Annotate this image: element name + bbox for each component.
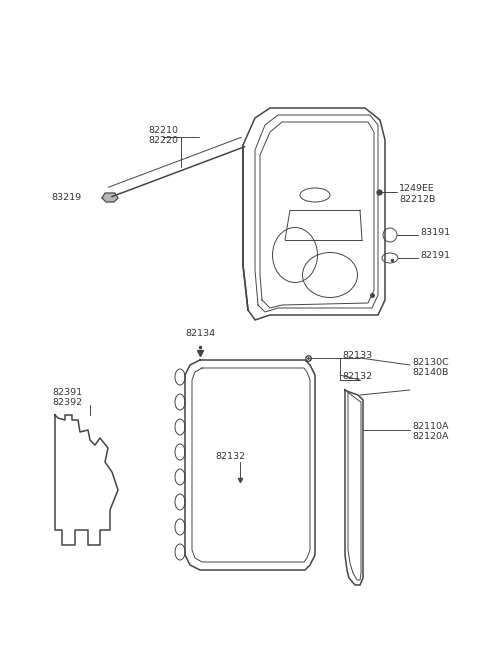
Text: 1249EE: 1249EE bbox=[399, 184, 435, 193]
Text: 83191: 83191 bbox=[420, 228, 450, 237]
Text: 82212B: 82212B bbox=[399, 195, 435, 204]
Text: 82140B: 82140B bbox=[412, 368, 448, 377]
Text: 82130C: 82130C bbox=[412, 358, 449, 367]
Text: 82110A: 82110A bbox=[412, 422, 448, 431]
Text: 82191: 82191 bbox=[420, 251, 450, 260]
Text: 82132: 82132 bbox=[215, 452, 245, 461]
Text: 83219: 83219 bbox=[52, 193, 82, 202]
Text: 82210: 82210 bbox=[148, 126, 178, 135]
Text: 82120A: 82120A bbox=[412, 432, 448, 441]
Text: 82391: 82391 bbox=[52, 388, 82, 397]
Polygon shape bbox=[102, 193, 118, 202]
Text: 82134: 82134 bbox=[185, 329, 215, 338]
Text: 82132: 82132 bbox=[342, 372, 372, 381]
Text: 82392: 82392 bbox=[52, 398, 82, 407]
Text: 82133: 82133 bbox=[342, 351, 372, 360]
Text: 82220: 82220 bbox=[148, 136, 178, 145]
